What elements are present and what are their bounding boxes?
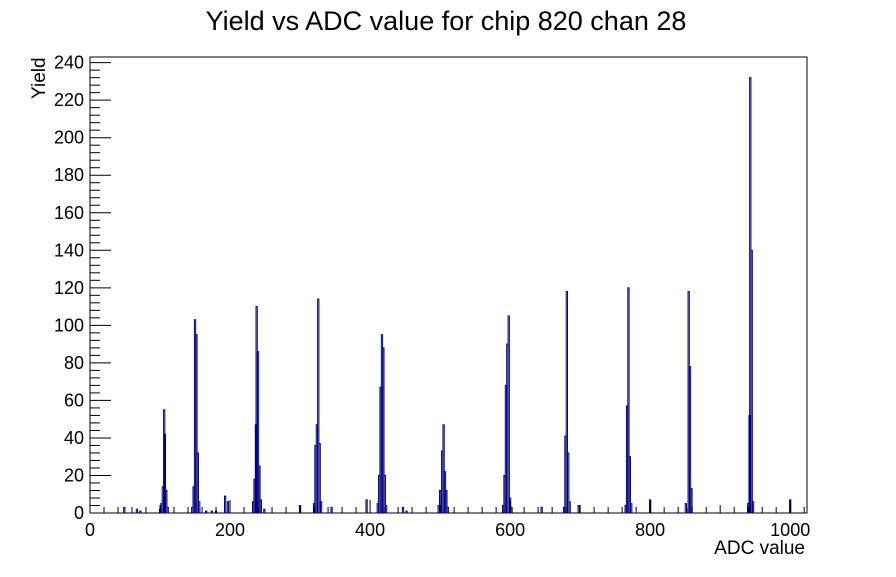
histogram-bin-46 — [405, 510, 408, 514]
histogram-bin-16 — [205, 510, 208, 514]
histogram-bin-14 — [196, 452, 199, 514]
histogram-bin-53 — [446, 506, 449, 514]
histogram-bin-34 — [318, 443, 321, 514]
chart-title: Yield vs ADC value for chip 820 chan 28 — [206, 6, 687, 36]
histogram-bin-33 — [317, 298, 320, 514]
histogram-bin-42 — [382, 347, 385, 514]
y-tick-label: 200 — [54, 128, 84, 148]
histogram-bin-60 — [510, 506, 513, 514]
histogram-bin-43 — [383, 474, 386, 514]
histogram-bin-37 — [365, 499, 368, 514]
y-tick-label: 120 — [54, 278, 84, 298]
histogram-bin-58 — [507, 315, 510, 514]
x-axis: 0 200 400 600 800 1000 — [85, 500, 810, 540]
histogram-bin-52 — [445, 489, 448, 514]
x-tick-label: 1000 — [770, 520, 810, 540]
histogram-bin-26 — [258, 465, 261, 514]
y-tick-label: 60 — [64, 390, 84, 410]
y-tick-label: 140 — [54, 240, 84, 260]
y-axis: 0 20 40 60 80 100 120 140 160 180 200 220 240 — [54, 53, 111, 523]
histogram-series — [123, 77, 792, 514]
histogram-bin-72 — [630, 503, 633, 514]
histogram-bin-20 — [226, 501, 230, 514]
histogram-bin-35 — [319, 501, 323, 514]
histogram-bin-78 — [690, 488, 693, 514]
histogram-bin-71 — [628, 456, 631, 514]
histogram-bin-70 — [627, 287, 630, 514]
histogram-bin-28 — [263, 508, 266, 514]
y-tick-label: 180 — [54, 165, 84, 185]
y-tick-label: 220 — [54, 90, 84, 110]
y-tick-label: 80 — [64, 353, 84, 373]
y-tick-label: 40 — [64, 428, 84, 448]
histogram-bin-66 — [568, 501, 571, 514]
x-axis-label: ADC value — [714, 538, 805, 559]
y-tick-label: 20 — [64, 465, 84, 485]
y-tick-label: 240 — [54, 53, 84, 73]
histogram-bin-77 — [688, 366, 692, 514]
histogram-bin-74 — [684, 503, 687, 514]
histogram-bin-15 — [198, 501, 201, 514]
histogram-bin-1 — [135, 508, 139, 514]
y-axis-label: Yield — [29, 57, 50, 99]
histogram-bin-8 — [165, 489, 168, 514]
histogram-bin-50 — [442, 424, 445, 514]
x-tick-label: 400 — [355, 520, 385, 540]
x-tick-label: 200 — [215, 520, 245, 540]
y-tick-label: 0 — [74, 503, 84, 523]
histogram-bin-13 — [195, 334, 198, 514]
histogram-bin-61 — [540, 506, 543, 514]
histogram-bin-17 — [210, 510, 213, 514]
x-tick-label: 800 — [635, 520, 665, 540]
histogram-bin-0 — [123, 506, 126, 514]
x-tick-label: 600 — [495, 520, 525, 540]
x-tick-label: 0 — [85, 520, 95, 540]
histogram-bin-27 — [259, 499, 262, 514]
histogram-bin-82 — [750, 249, 753, 514]
histogram-bin-67 — [577, 504, 580, 514]
histogram-bin-44 — [385, 504, 388, 514]
histogram-bin-19 — [224, 495, 227, 514]
histogram-bin-65 — [567, 452, 570, 514]
histogram-bin-7 — [163, 433, 167, 514]
histogram-bin-45 — [401, 506, 405, 514]
y-tick-label: 100 — [54, 315, 84, 335]
histogram-bin-9 — [166, 506, 169, 514]
histogram-bin-83 — [751, 501, 755, 514]
histogram-bin-64 — [565, 291, 568, 514]
histogram-bin-36 — [330, 506, 333, 514]
histogram-bin-2 — [139, 510, 142, 514]
y-tick-label: 160 — [54, 203, 84, 223]
